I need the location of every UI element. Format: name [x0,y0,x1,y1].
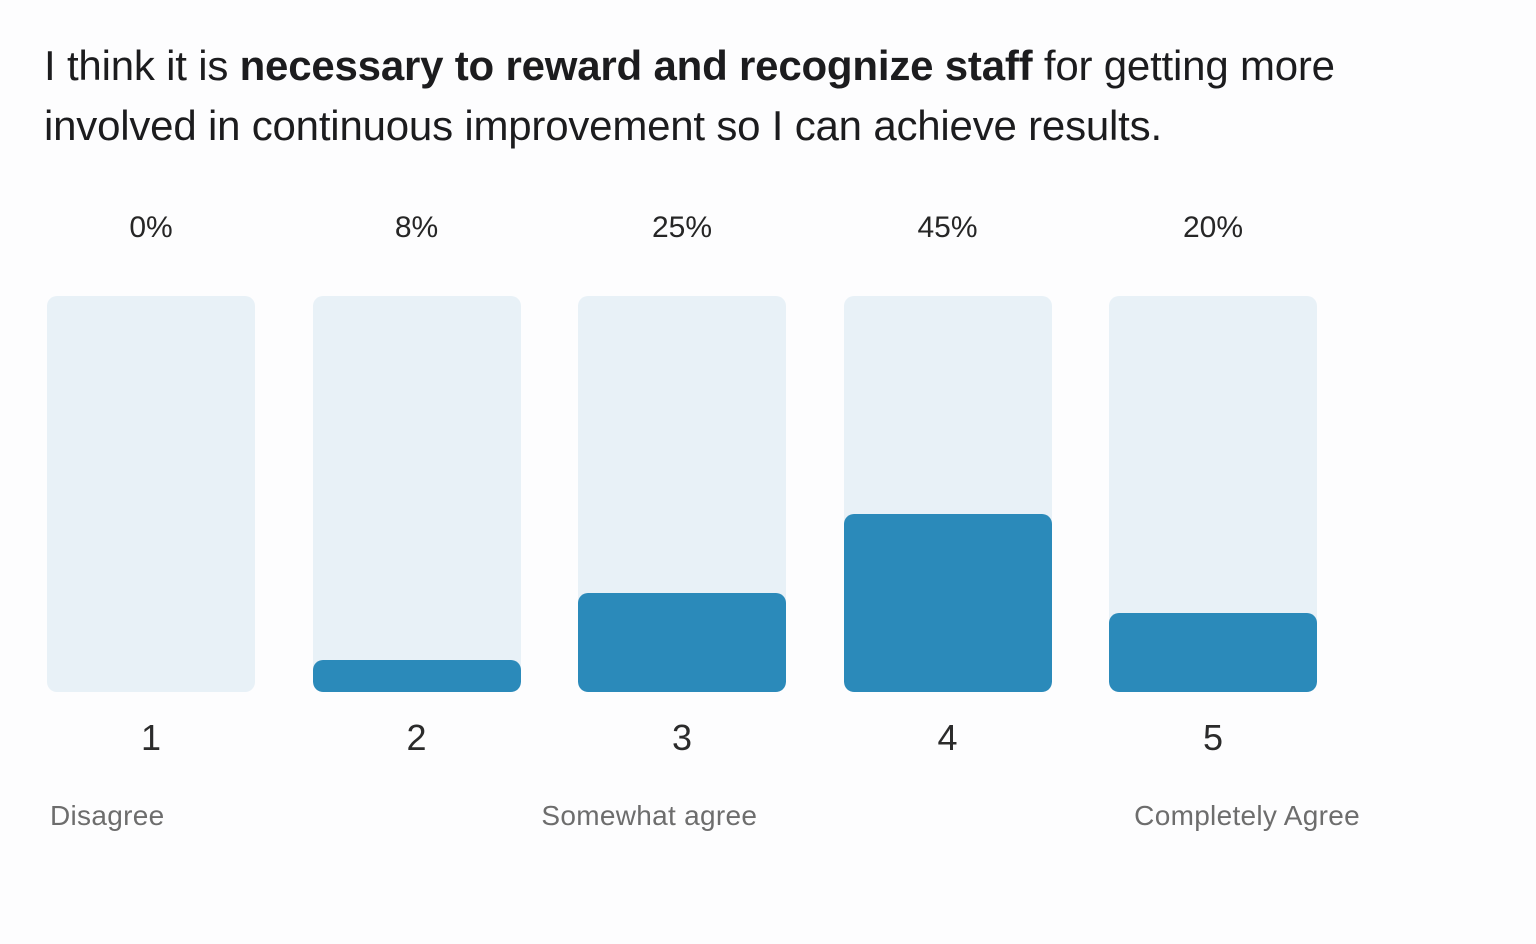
bar-fill [312,660,521,692]
bar-track [578,296,786,692]
likert-bar-chart: 0% 1 8% 2 25% 3 45% 4 20% 5 [47,210,1317,758]
bar-category-label: 5 [1202,717,1224,758]
bar-track [1109,296,1317,692]
bar-column: 8% 2 [312,210,521,758]
bar-fill [578,593,786,692]
bar-column: 45% 4 [843,210,1052,758]
scale-label: Disagree [50,800,165,831]
bar-category-label: 4 [937,717,958,758]
bar-track [47,296,255,692]
scale-label: Somewhat agree [541,800,758,831]
title-text-regular: I think it is [44,42,240,89]
survey-question-title: I think it is necessary to reward and re… [44,36,1496,156]
bar-category-label: 1 [140,717,162,758]
title-text-bold: necessary to reward and recognize staff [239,42,1033,89]
bar-track [843,296,1052,692]
likert-scale-labels: Disagree Somewhat agree Completely Agree [50,800,1360,832]
bar-value-label: 0% [129,211,173,244]
bar-column: 0% 1 [47,210,255,758]
bar-category-label: 2 [406,717,427,758]
bar-track [312,296,521,692]
bar-value-label: 45% [917,211,978,244]
bar-value-label: 20% [1182,211,1244,244]
scale-label: Completely Agree [1134,800,1360,831]
bar-fill [843,514,1052,692]
bar-column: 20% 5 [1109,210,1317,758]
title-text-regular-suffix: for getting more [1032,42,1335,89]
bar-value-label: 25% [651,211,713,244]
bar-category-label: 3 [671,717,693,758]
title-text-line2: involved in continuous improvement so I … [44,102,1162,149]
bar-value-label: 8% [394,211,439,244]
bar-column: 25% 3 [578,210,786,758]
bar-fill [1109,613,1317,692]
